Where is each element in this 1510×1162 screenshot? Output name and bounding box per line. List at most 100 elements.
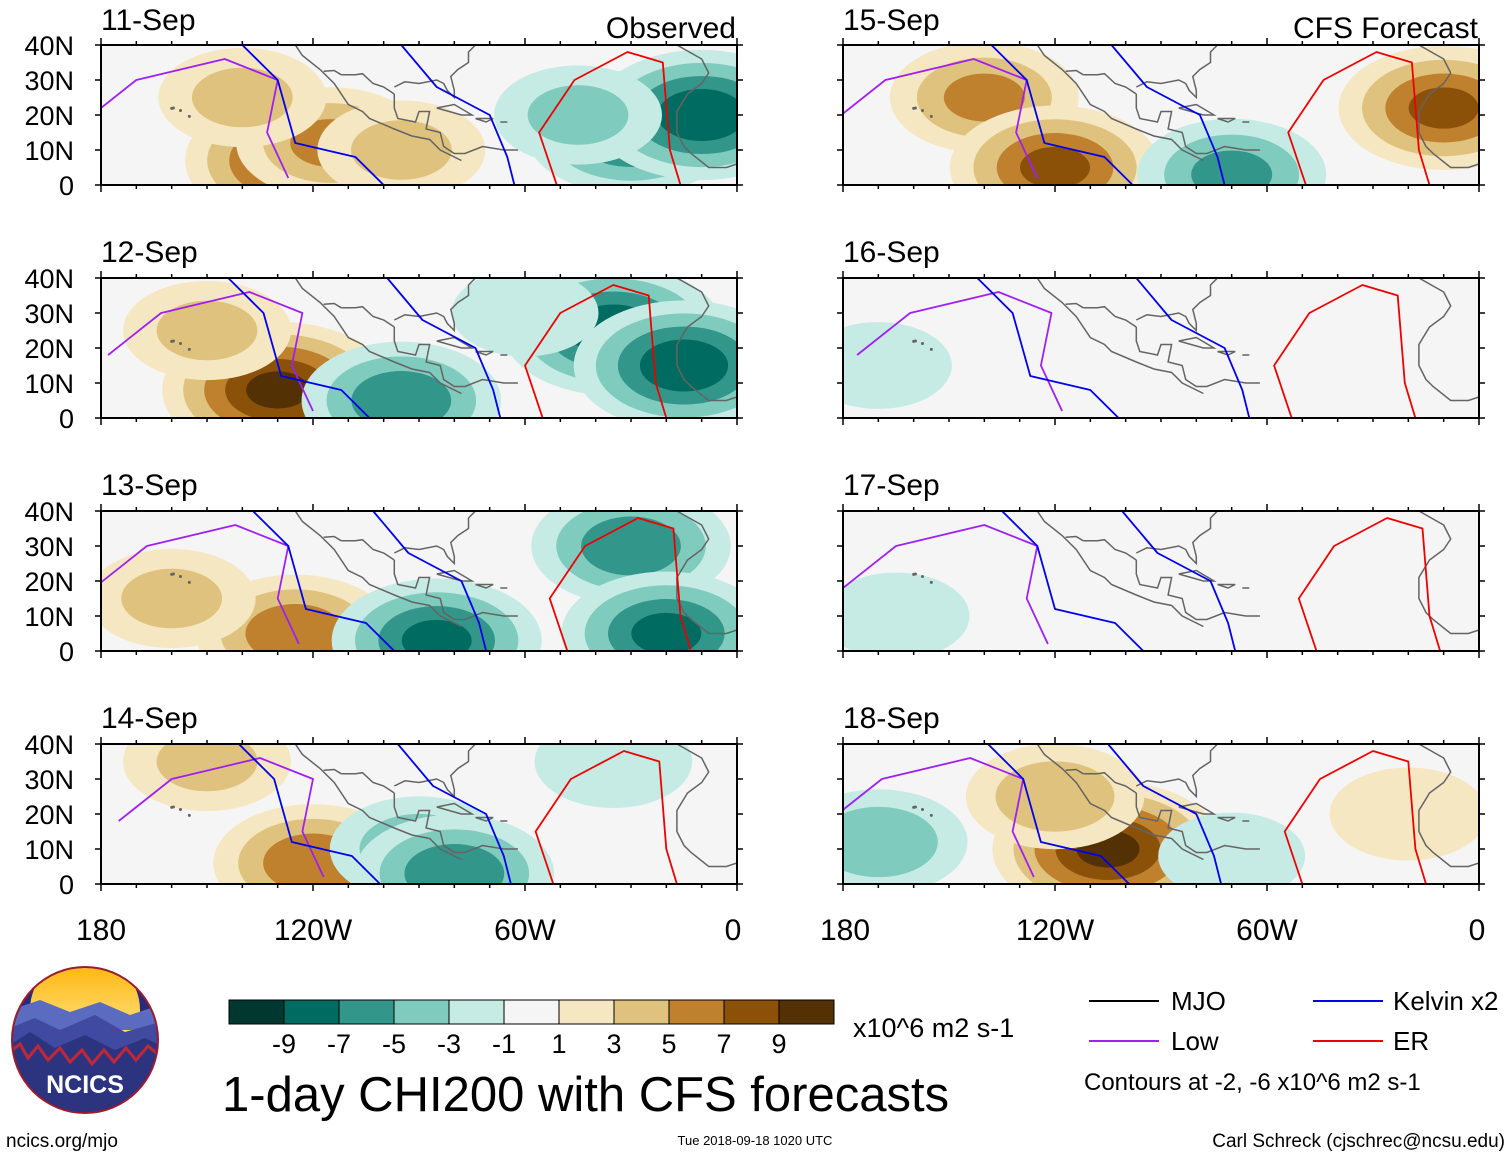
panel-date: 13-Sep — [101, 469, 198, 502]
coastline — [393, 327, 518, 388]
anomaly-contour — [639, 339, 729, 392]
island — [921, 341, 924, 345]
y-tick-label: 0 — [59, 404, 74, 434]
colorbar-swatch — [448, 999, 505, 1025]
coastline — [1135, 511, 1219, 566]
coastline — [676, 278, 737, 402]
coastline — [1083, 538, 1137, 561]
x-tick-label: 120W — [1016, 914, 1095, 947]
anomaly-contour — [451, 278, 599, 357]
coastline — [1418, 511, 1479, 635]
coastline — [393, 793, 518, 854]
coastline — [1135, 793, 1260, 854]
island — [187, 813, 191, 817]
panel-date: 17-Sep — [843, 469, 940, 502]
anomaly-contour — [843, 572, 970, 651]
coastline — [1083, 771, 1137, 794]
colorbar-swatch — [558, 999, 615, 1025]
coastline — [1418, 744, 1479, 868]
anomaly-contour — [1158, 812, 1306, 884]
anomaly-contour — [657, 88, 737, 142]
y-tick-label: 40N — [24, 497, 74, 527]
ncics-logo[interactable]: NCICS — [10, 955, 160, 1116]
island — [929, 114, 933, 118]
y-tick-label: 30N — [24, 765, 74, 795]
coastline — [436, 103, 475, 116]
coastline — [323, 302, 342, 309]
colorbar-labels: -9 -7 -5 -3 -1 1 3 5 7 9 — [272, 1029, 787, 1059]
island — [912, 106, 916, 110]
colorbar-label: -7 — [327, 1029, 351, 1059]
field-layer — [101, 511, 737, 651]
colorbar-swatch — [723, 999, 780, 1025]
coastline — [294, 45, 462, 162]
wave-contour — [524, 284, 668, 418]
coastline — [294, 744, 462, 861]
coastline — [1178, 802, 1217, 815]
y-tick-label: 30N — [24, 299, 74, 329]
y-tick-label: 10N — [24, 136, 74, 166]
coastline — [1036, 45, 1204, 162]
legend-label-kelvin: Kelvin x2 — [1393, 986, 1499, 1016]
island — [921, 108, 924, 112]
island — [912, 572, 916, 576]
panel-date: 18-Sep — [843, 702, 940, 735]
island — [929, 813, 933, 817]
anomaly-contour — [1191, 150, 1273, 185]
anomaly-contour — [351, 371, 452, 418]
wave-contour — [534, 750, 678, 884]
wave-contour — [118, 757, 325, 878]
y-tick-label: 0 — [59, 870, 74, 900]
coastline — [1036, 278, 1204, 395]
footer-author: Carl Schreck (cjschrec@ncsu.edu) — [1212, 1131, 1505, 1152]
wave-contour — [241, 45, 385, 185]
y-tick-label: 40N — [24, 730, 74, 760]
wave-contour — [386, 278, 502, 418]
colorbar-swatch — [668, 999, 725, 1025]
anomaly-contour — [246, 371, 310, 409]
anomaly-contour — [191, 67, 293, 128]
colorbar-label: 7 — [716, 1029, 731, 1059]
wave-contour — [1110, 45, 1226, 185]
coastline — [436, 802, 475, 815]
wave-contour — [101, 58, 290, 179]
x-tick-labels-left: 180 120W 60W 0 — [76, 914, 741, 947]
wave-contour — [1107, 744, 1222, 884]
coastline — [1135, 560, 1260, 621]
logo-text: NCICS — [46, 1071, 124, 1099]
contour-note: Contours at -2, -6 x10^6 m2 s-1 — [1084, 1069, 1421, 1096]
island — [921, 574, 924, 578]
anomaly-contour — [581, 516, 681, 576]
y-tick-label: 0 — [59, 171, 74, 201]
coastline — [475, 583, 494, 589]
coastline — [436, 336, 475, 349]
colorbar — [228, 999, 835, 1025]
column-label: CFS Forecast — [1293, 12, 1479, 45]
coastline — [1135, 45, 1219, 100]
island — [187, 114, 191, 118]
y-tick-label: 40N — [24, 264, 74, 294]
anomaly-contour — [1329, 767, 1479, 861]
y-tick-label: 10N — [24, 835, 74, 865]
footer-link[interactable]: ncics.org/mjo — [6, 1131, 118, 1152]
coastline — [294, 511, 462, 628]
wave-contour — [548, 517, 692, 651]
y-tick-label: 20N — [24, 334, 74, 364]
field-layer — [843, 744, 1479, 884]
island — [187, 580, 191, 584]
wave-contour — [1287, 51, 1431, 185]
coastline — [341, 305, 395, 328]
wave-contour — [1135, 278, 1251, 418]
wave-contour — [107, 291, 314, 412]
panel-observed-2: 12-Sep — [95, 236, 743, 425]
colorbar-swatch — [338, 999, 395, 1025]
colorbar-label: -1 — [492, 1029, 516, 1059]
island — [179, 807, 182, 811]
island — [187, 347, 191, 351]
coastline — [1135, 744, 1219, 799]
field-layer — [101, 278, 737, 418]
y-tick-label: 20N — [24, 567, 74, 597]
island — [929, 580, 933, 584]
panel-forecast-3: 17-Sep — [837, 469, 1485, 658]
anomaly-contour — [156, 744, 258, 792]
